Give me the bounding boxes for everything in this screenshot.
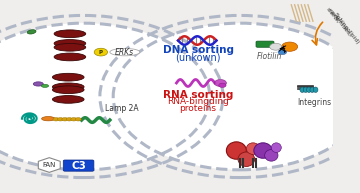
Ellipse shape (303, 87, 308, 92)
Ellipse shape (53, 73, 84, 81)
Circle shape (62, 118, 68, 121)
Ellipse shape (265, 150, 278, 161)
Ellipse shape (110, 48, 140, 56)
Circle shape (113, 23, 360, 170)
Circle shape (270, 43, 282, 50)
Circle shape (282, 42, 298, 51)
Ellipse shape (53, 96, 84, 103)
Ellipse shape (219, 83, 226, 87)
FancyBboxPatch shape (63, 160, 94, 171)
Ellipse shape (254, 143, 272, 158)
Ellipse shape (307, 87, 311, 92)
Text: RNA-bingding: RNA-bingding (167, 97, 229, 106)
Ellipse shape (53, 86, 84, 94)
Ellipse shape (271, 143, 281, 152)
Ellipse shape (42, 117, 55, 121)
Text: P: P (99, 50, 103, 55)
Ellipse shape (246, 143, 260, 154)
Text: FAN: FAN (42, 162, 56, 168)
Ellipse shape (54, 30, 86, 38)
Ellipse shape (41, 84, 49, 87)
Text: (unkown): (unkown) (175, 53, 221, 63)
Text: ceramides,: ceramides, (328, 9, 352, 38)
Ellipse shape (33, 82, 43, 86)
Ellipse shape (226, 142, 246, 159)
Text: proteins: proteins (180, 104, 217, 113)
Circle shape (66, 118, 72, 121)
FancyBboxPatch shape (256, 41, 274, 47)
Ellipse shape (53, 83, 84, 91)
Ellipse shape (238, 152, 255, 166)
Text: Sphingolipid): Sphingolipid) (332, 12, 360, 45)
Text: Lamp 2A: Lamp 2A (105, 104, 139, 113)
Text: ERKs: ERKs (115, 48, 134, 57)
Circle shape (57, 118, 63, 121)
Ellipse shape (27, 30, 36, 34)
Circle shape (94, 48, 108, 56)
Ellipse shape (215, 80, 226, 86)
Ellipse shape (313, 87, 318, 92)
Ellipse shape (54, 53, 86, 61)
Circle shape (75, 118, 81, 121)
Text: sterol,: sterol, (325, 7, 340, 24)
Text: C3: C3 (72, 161, 86, 171)
Ellipse shape (54, 43, 86, 51)
Text: DNA sorting: DNA sorting (163, 45, 234, 55)
Ellipse shape (54, 40, 86, 47)
Text: Flotilin: Flotilin (257, 52, 282, 61)
Ellipse shape (310, 87, 315, 92)
Circle shape (0, 23, 210, 170)
Ellipse shape (300, 87, 305, 92)
Circle shape (53, 118, 59, 121)
Text: Integrins: Integrins (298, 98, 332, 107)
Text: RNA sorting: RNA sorting (163, 90, 233, 100)
Circle shape (71, 118, 77, 121)
Circle shape (278, 50, 287, 55)
